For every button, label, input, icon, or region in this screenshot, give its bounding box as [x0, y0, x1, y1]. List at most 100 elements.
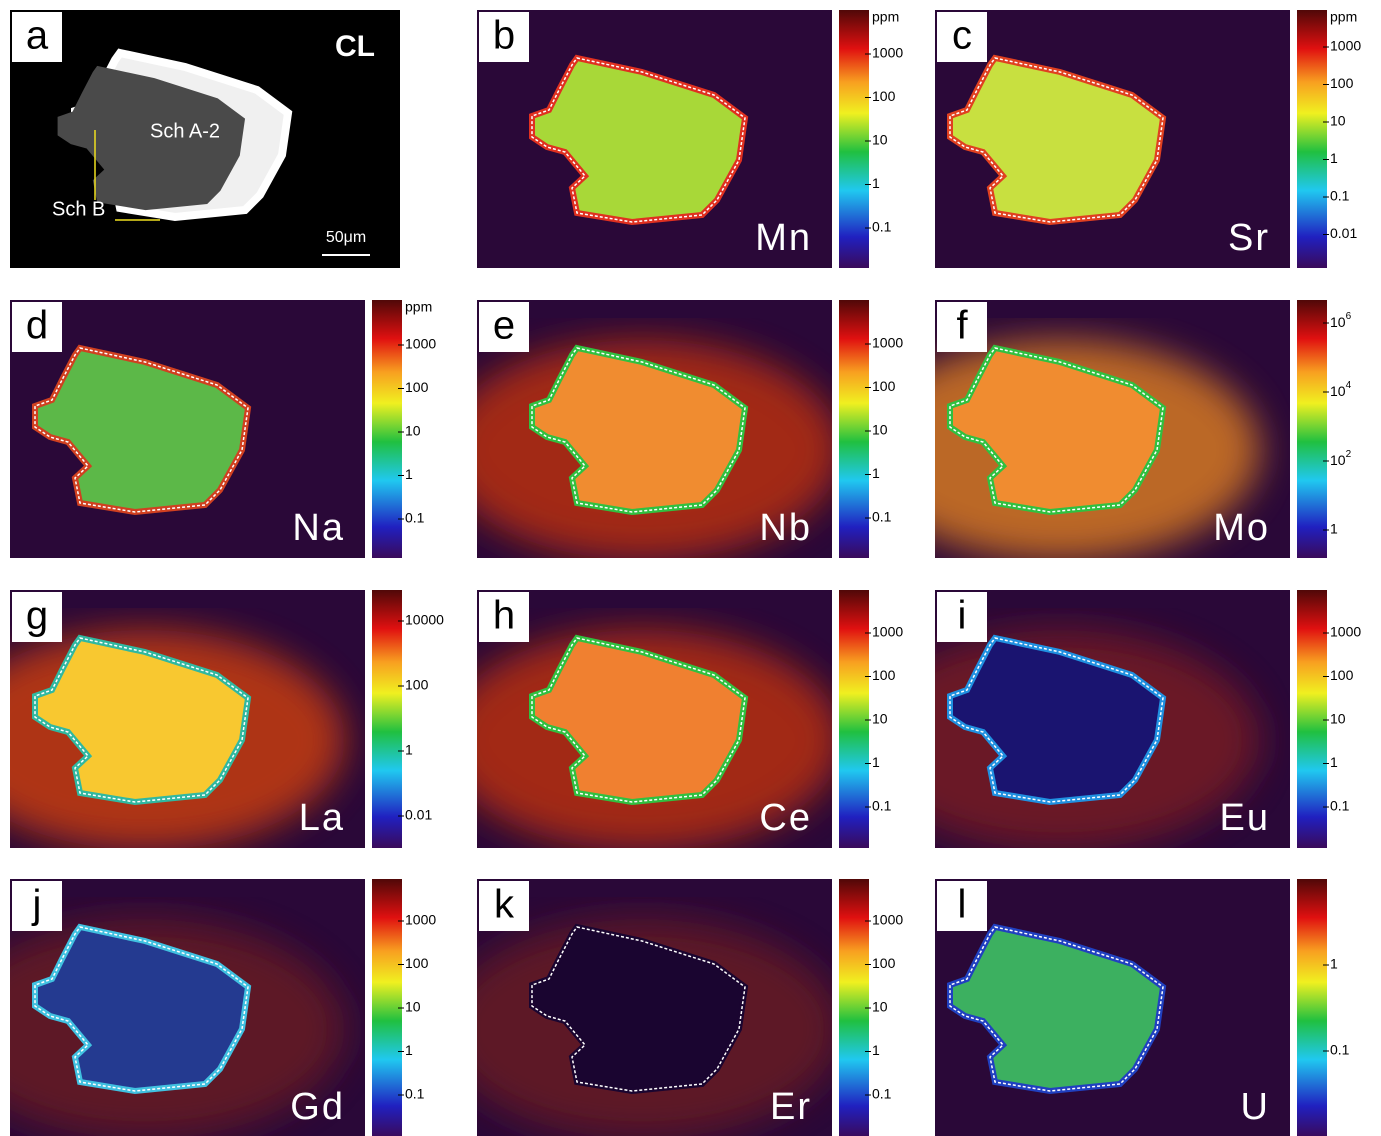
colorbar-tick-label: 1 [1330, 521, 1338, 537]
panel: Eu 1000 100 10 1 0.1 i [860, 590, 1361, 850]
colorbar-tick-label: 0.01 [1330, 225, 1357, 241]
element-label: Ce [759, 797, 812, 839]
colorbar-tick-label: 1 [872, 465, 880, 481]
colorbar-tick-label: 10 [872, 132, 888, 148]
panel: U10.1l [935, 879, 1350, 1136]
colorbar-tick-label: 0.01 [405, 807, 432, 823]
colorbar [372, 879, 402, 1136]
element-label: Nb [759, 507, 812, 549]
panel: Ce 1000 100 10 1 0.1 h [442, 590, 903, 850]
colorbar [372, 590, 402, 848]
colorbar-tick-label: 1 [405, 742, 413, 758]
colorbar [839, 300, 869, 558]
panel-letter: f [956, 304, 968, 348]
colorbar-unit: ppm [1330, 9, 1357, 25]
colorbar [1297, 10, 1327, 268]
colorbar-unit: ppm [405, 299, 432, 315]
colorbar-tick-label: 0.1 [872, 509, 892, 525]
element-label: La [299, 797, 345, 839]
colorbar-tick-label: 10 [872, 711, 888, 727]
colorbar-tick-label: 100 [872, 378, 896, 394]
colorbar [1297, 879, 1327, 1136]
colorbar-tick-label: 100 [872, 667, 896, 683]
tick-base: 10 [1330, 452, 1346, 468]
colorbar-tick-label: 1000 [872, 45, 903, 61]
colorbar-tick-label: 104 [1330, 380, 1352, 399]
element-label: Mn [755, 217, 812, 259]
panel-letter: e [493, 304, 515, 348]
panel: Gd10001001010.1j [0, 879, 436, 1136]
tick-exp: 6 [1346, 311, 1352, 322]
colorbar-tick-label: 10 [1330, 711, 1346, 727]
colorbar-tick-label: 102 [1330, 449, 1352, 468]
colorbar-tick-label: 1 [872, 754, 880, 770]
colorbar-tick-label: 1 [872, 1042, 880, 1058]
colorbar-tick-label: 1 [1330, 150, 1338, 166]
colorbar [839, 590, 869, 848]
colorbar-tick-label: 0.1 [1330, 188, 1350, 204]
panel-letter: j [32, 883, 42, 927]
panel: Mn ppm 1000 100 10 1 0.1 b [477, 9, 903, 268]
tick-base: 10 [1330, 314, 1346, 330]
panel-letter: a [26, 14, 49, 58]
colorbar-tick-label: 0.1 [872, 219, 892, 235]
colorbar-tick-label: 0.1 [405, 510, 425, 526]
panel-letter: d [26, 304, 48, 348]
colorbar-tick-label: 100 [1330, 75, 1354, 91]
colorbar-tick-label: 100 [872, 88, 896, 104]
panel: Sr ppm 1000 100 10 1 0.1 0.01 c [935, 9, 1361, 268]
colorbar [1297, 300, 1327, 558]
element-label: Mo [1213, 507, 1270, 549]
panel-letter: k [494, 883, 515, 927]
colorbar-tick-label: 1000 [1330, 624, 1361, 640]
panel-letter: i [958, 594, 967, 638]
colorbar-tick-label: 10 [872, 422, 888, 438]
colorbar [839, 10, 869, 268]
colorbar-tick-label: 0.1 [872, 1086, 892, 1102]
panel-letter: h [493, 594, 515, 638]
colorbar-tick-label: 100 [405, 955, 429, 971]
colorbar-tick-label: 10 [872, 999, 888, 1015]
colorbar-unit: ppm [872, 9, 899, 25]
colorbar-tick-label: 10000 [405, 612, 444, 628]
zone-label: Sch B [52, 198, 105, 220]
colorbar-tick-label: 1000 [405, 912, 436, 928]
map-image [935, 879, 1290, 1136]
element-label: Er [770, 1086, 812, 1128]
colorbar-tick-label: 1000 [872, 624, 903, 640]
element-label: Gd [290, 1086, 345, 1128]
colorbar-tick-label: 10 [405, 423, 421, 439]
colorbar-tick-label: 100 [405, 677, 429, 693]
colorbar [839, 879, 869, 1136]
colorbar-tick-label: 0.1 [405, 1086, 425, 1102]
element-label: Sr [1228, 217, 1270, 259]
cl-title: CL [335, 30, 375, 63]
colorbar-tick-label: 10 [1330, 113, 1346, 129]
panel-letter: g [26, 594, 48, 638]
panel-letter: b [493, 14, 515, 58]
colorbar-tick-label: 1000 [405, 336, 436, 352]
colorbar-tick-label: 100 [1330, 667, 1354, 683]
panel: CL Sch A-2 Sch B 50μm a [10, 10, 400, 268]
colorbar-tick-label: 100 [872, 955, 896, 971]
panel-letter: l [958, 883, 967, 927]
tick-exp: 4 [1346, 380, 1352, 391]
colorbar-tick-label: 10 [405, 999, 421, 1015]
panel: La 10000 100 1 0.01 g [0, 590, 444, 850]
colorbar-tick-label: 0.1 [1330, 798, 1350, 814]
zone-label: Sch A-2 [150, 120, 220, 142]
colorbar-tick-label: 106 [1330, 311, 1352, 330]
colorbar-tick-label: 1000 [1330, 38, 1361, 54]
scale-label: 50μm [326, 229, 366, 246]
element-label: Eu [1220, 797, 1270, 839]
colorbar-tick-label: 1 [872, 175, 880, 191]
panel-letter: c [952, 14, 972, 58]
colorbar-tick-label: 0.1 [1330, 1042, 1350, 1058]
figure: CL Sch A-2 Sch B 50μm a Mn ppm 1000 100 10 1 0.1 b Sr… [0, 0, 1381, 1136]
colorbar-tick-label: 1 [405, 466, 413, 482]
colorbar-tick-label: 0.1 [872, 798, 892, 814]
